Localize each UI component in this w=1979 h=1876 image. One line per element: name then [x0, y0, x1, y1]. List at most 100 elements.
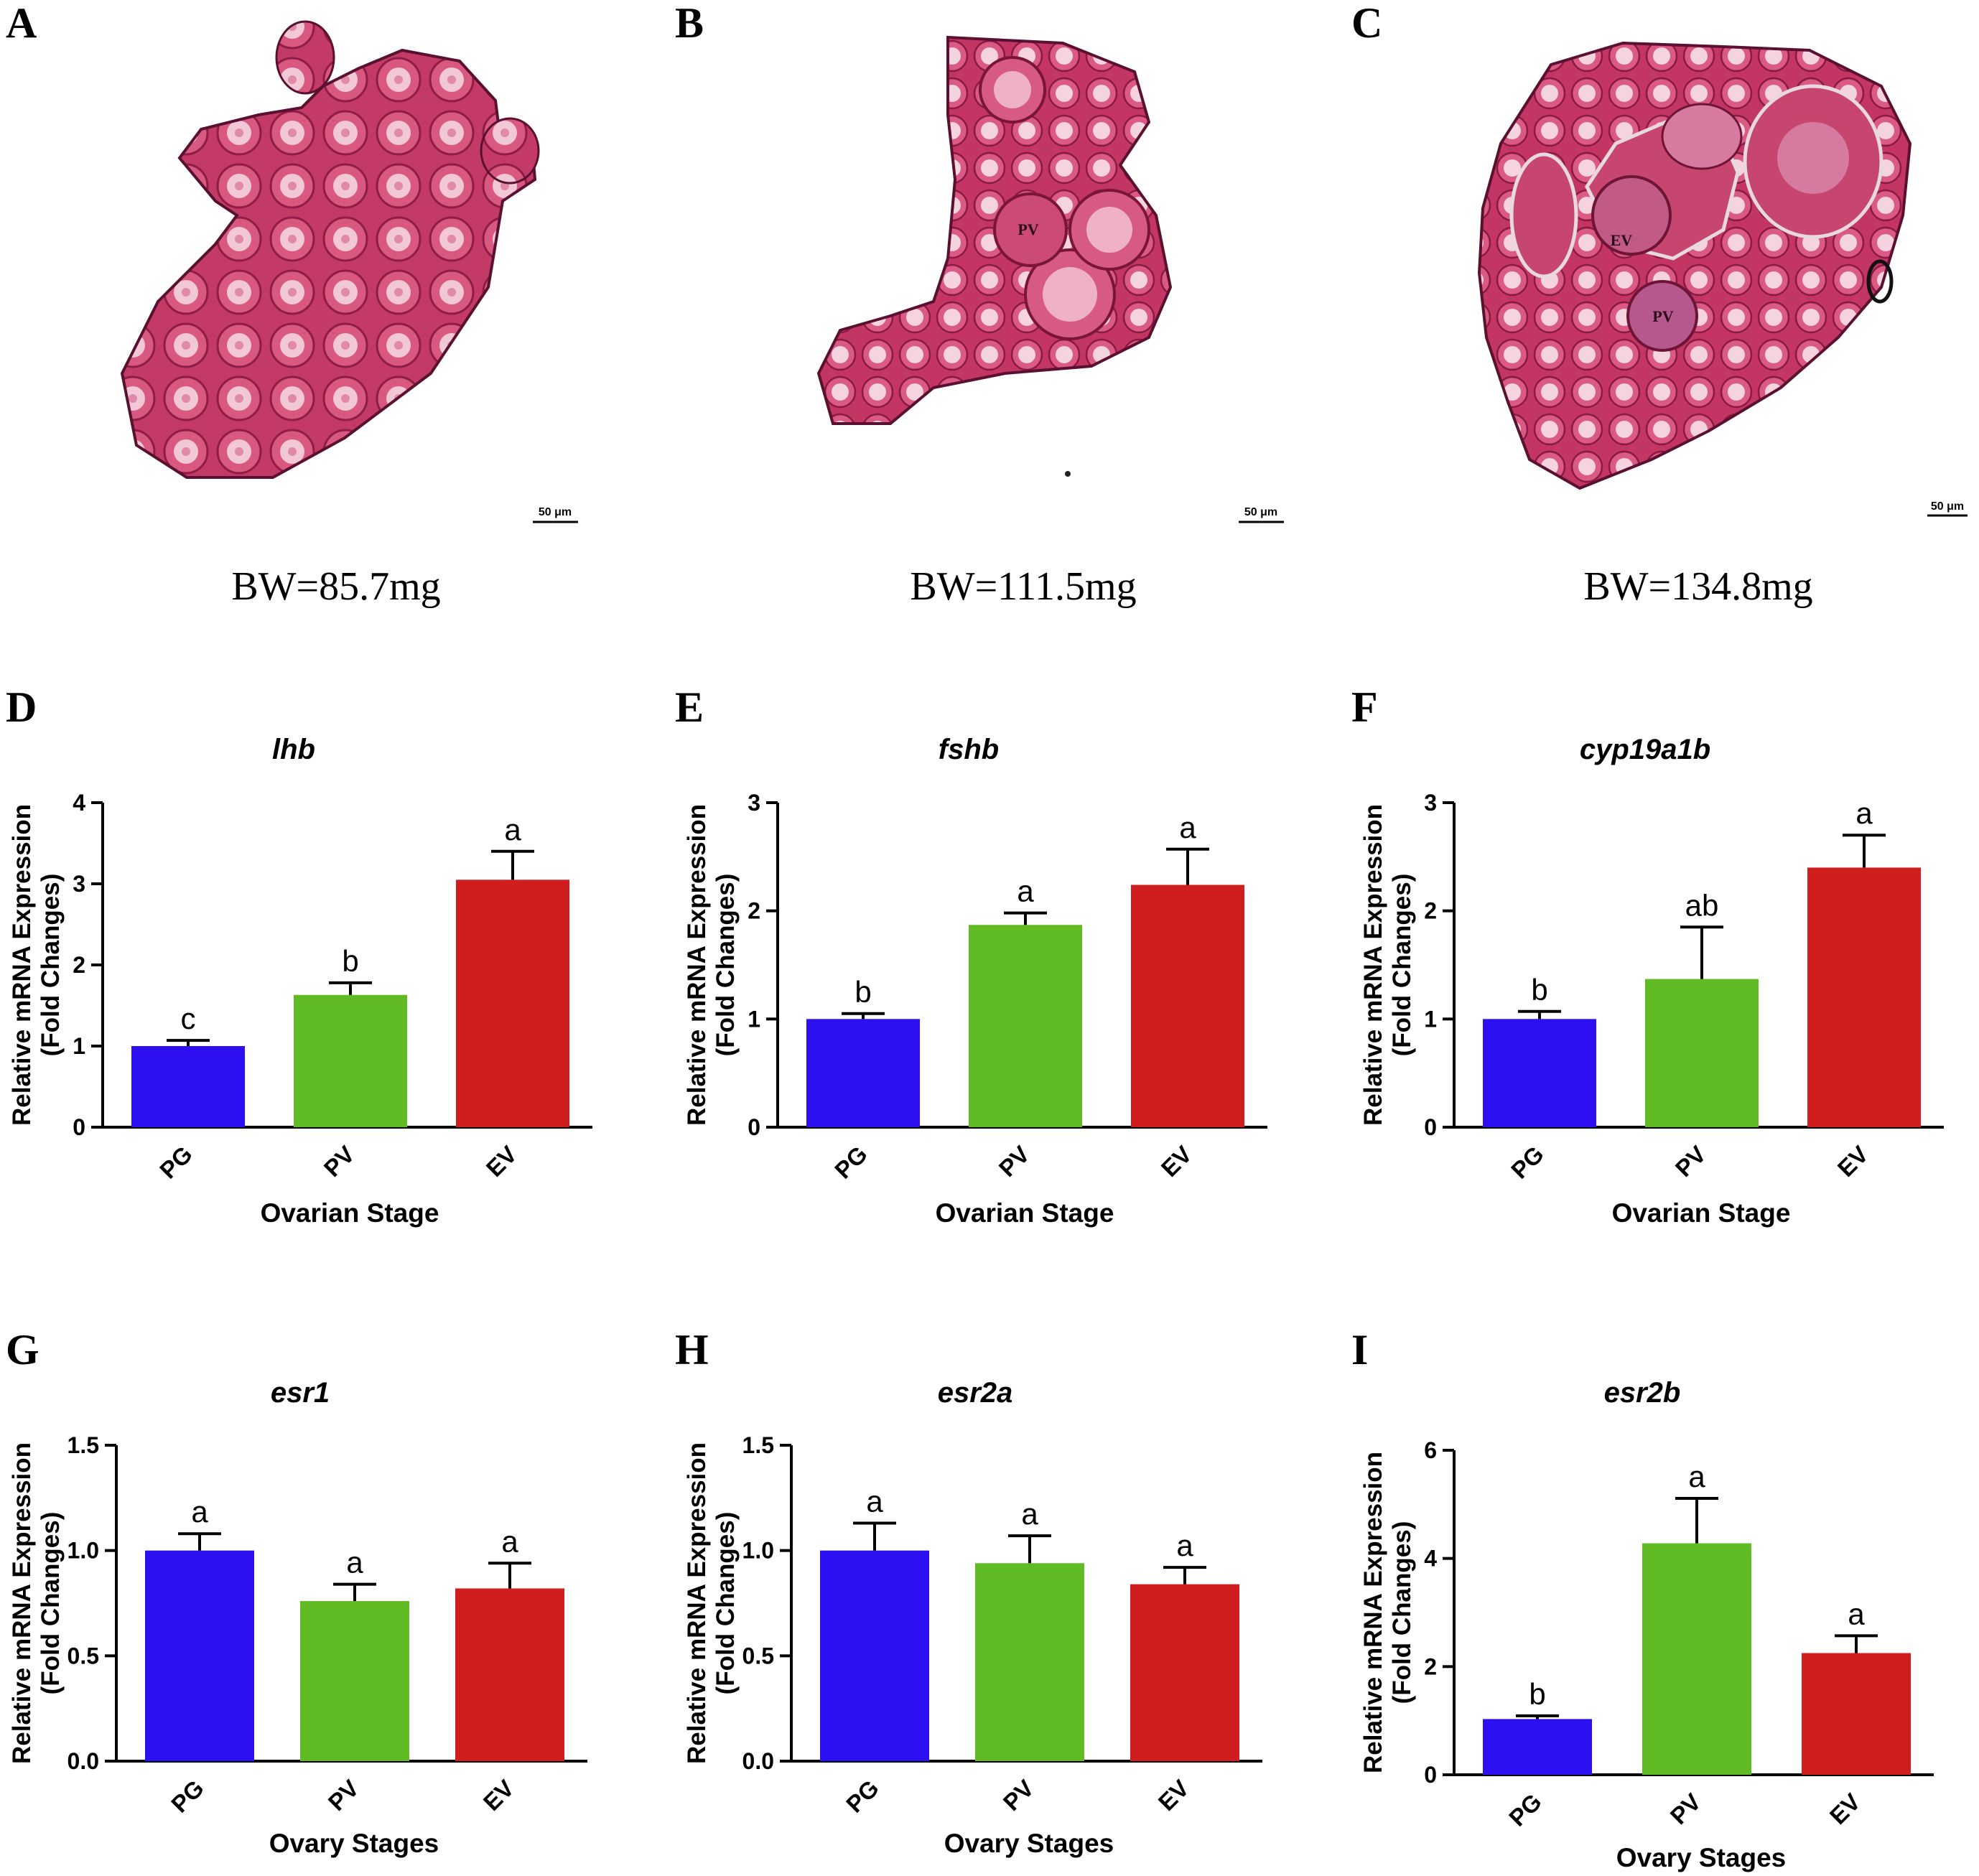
bar-pv [975, 1563, 1084, 1761]
x-axis-label: Ovary Stages [269, 1829, 439, 1858]
y-axis-label: Relative mRNA Expression [8, 1442, 36, 1764]
x-tick-label: PV [1670, 1141, 1711, 1182]
y-tick-label: 0 [1424, 1762, 1437, 1788]
histology-panel-c: C EV PV 50 μm BW=134.8mg [1351, 0, 1968, 609]
significance-label: b [855, 975, 871, 1009]
bar-ev [1807, 867, 1921, 1127]
x-axis-label: Ovary Stages [944, 1829, 1114, 1858]
y-tick-label: 2 [1424, 1653, 1437, 1679]
bar-pg [1483, 1719, 1592, 1775]
x-tick-label: PG [154, 1141, 197, 1184]
significance-label: ab [1685, 888, 1719, 922]
y-axis-label: Relative mRNA Expression [8, 804, 36, 1126]
bw-label-b: BW=111.5mg [910, 564, 1136, 609]
y-tick-label: 0.5 [742, 1643, 774, 1669]
significance-label: a [1848, 1597, 1865, 1630]
scale-label-b: 50 μm [1244, 506, 1277, 518]
tissue-label-pv-c: PV [1652, 307, 1673, 325]
x-tick-label: EV [1833, 1141, 1873, 1182]
x-tick-label: PG [829, 1141, 872, 1184]
bar-ev [456, 879, 569, 1127]
significance-label: a [1176, 1529, 1193, 1562]
tissue-section-c: EV PV [1477, 41, 1912, 490]
histology-panel-a: A 50 μm BW=85.7mg [6, 0, 578, 609]
bar-pg [1483, 1019, 1596, 1127]
x-tick-label: PG [1504, 1788, 1547, 1831]
chart-title-f: cyp19a1b [1580, 734, 1710, 765]
y-tick-label: 0.5 [67, 1643, 99, 1669]
y-axis-label: (Fold Changes) [712, 874, 740, 1057]
tissue-label-pv-b: PV [1018, 220, 1038, 238]
x-tick-label: EV [481, 1141, 522, 1182]
y-axis-label: (Fold Changes) [712, 1512, 740, 1695]
x-axis-label: Ovary Stages [1616, 1843, 1787, 1872]
panel-letter-h: H [675, 1326, 709, 1373]
chart-title-h: esr2a [938, 1377, 1013, 1409]
x-tick-label: PV [998, 1775, 1039, 1816]
y-tick-label: 0 [73, 1114, 85, 1140]
significance-label: a [1179, 811, 1196, 844]
significance-label: a [1855, 796, 1873, 830]
bar-ev [1130, 1584, 1239, 1761]
x-tick-label: PV [323, 1775, 364, 1816]
bar-pv [300, 1601, 409, 1761]
significance-label: a [346, 1546, 363, 1579]
significance-label: a [1017, 874, 1034, 908]
y-axis-label: (Fold Changes) [37, 874, 65, 1057]
significance-label: b [1529, 1677, 1545, 1711]
chart-title-i: esr2b [1604, 1377, 1681, 1409]
x-axis-label: Ovarian Stage [1612, 1198, 1791, 1228]
x-tick-label: PG [166, 1775, 209, 1818]
y-tick-label: 0.0 [67, 1748, 99, 1774]
y-tick-label: 2 [1424, 898, 1437, 924]
panel-letter-d: D [6, 683, 37, 731]
y-tick-label: 1.5 [67, 1432, 99, 1458]
scale-label-a: 50 μm [539, 506, 572, 518]
x-tick-label: EV [1825, 1788, 1866, 1829]
chart-title-d: lhb [272, 734, 315, 765]
y-tick-label: 4 [1424, 1546, 1437, 1572]
tissue-section-a [120, 20, 540, 479]
bw-label-a: BW=85.7mg [231, 564, 440, 609]
x-axis-label: Ovarian Stage [261, 1198, 439, 1228]
tissue-section-b: PV [816, 35, 1173, 425]
histology-panel-b: B PV 50 μm BW=111.5mg [675, 0, 1284, 609]
panel-letter-e: E [675, 683, 704, 731]
significance-label: c [181, 1002, 196, 1035]
bar-pv [294, 994, 407, 1127]
panel-letter-g: G [6, 1326, 39, 1373]
x-tick-label: EV [1156, 1141, 1197, 1182]
y-tick-label: 1 [748, 1006, 760, 1032]
x-tick-label: PG [841, 1775, 884, 1818]
y-tick-label: 0 [748, 1114, 760, 1140]
scale-label-c: 50 μm [1931, 500, 1964, 513]
bar-ev [1131, 885, 1244, 1127]
bar-pg [820, 1550, 929, 1761]
y-tick-label: 4 [73, 790, 85, 816]
bar-ev [455, 1588, 564, 1761]
y-axis-label: (Fold Changes) [37, 1512, 65, 1695]
y-axis-label: (Fold Changes) [1388, 1521, 1416, 1704]
bw-label-c: BW=134.8mg [1583, 564, 1812, 609]
debris-dot [1065, 471, 1071, 477]
x-axis-label: Ovarian Stage [936, 1198, 1114, 1228]
y-tick-label: 0.0 [742, 1748, 774, 1774]
y-tick-label: 1 [1424, 1006, 1437, 1032]
y-tick-label: 3 [748, 790, 760, 816]
x-tick-label: EV [1153, 1775, 1194, 1816]
significance-label: a [866, 1485, 883, 1518]
panel-letter-f: F [1351, 683, 1378, 731]
panel-letter-b: B [675, 0, 704, 47]
y-axis-label: (Fold Changes) [1388, 874, 1416, 1057]
bar-pg [806, 1019, 920, 1127]
y-tick-label: 1.5 [742, 1432, 774, 1458]
significance-label: b [1531, 973, 1547, 1007]
y-tick-label: 3 [1424, 790, 1437, 816]
significance-label: b [342, 944, 358, 978]
